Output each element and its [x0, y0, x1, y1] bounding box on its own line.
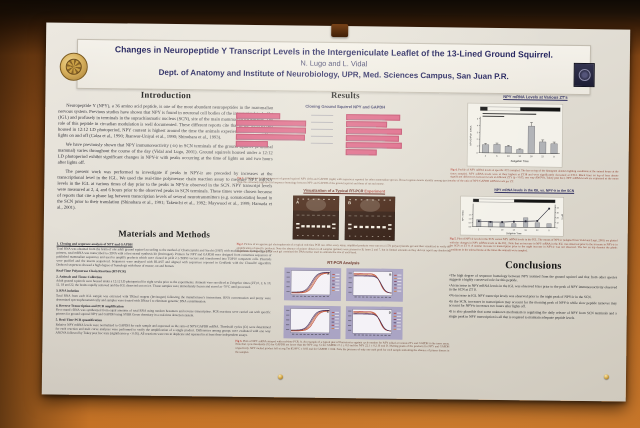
- institute-seal-icon: [573, 62, 595, 88]
- svg-text:10: 10: [556, 223, 558, 225]
- svg-text:3: 3: [477, 132, 479, 134]
- gel-panel-B: B: [344, 196, 396, 241]
- svg-text:1.5: 1.5: [469, 215, 472, 217]
- svg-text:0: 0: [556, 228, 557, 230]
- rtpcr-subheading: RT-PCR Analysis: [327, 259, 360, 266]
- svg-text:12: 12: [518, 155, 521, 158]
- rtpcr-analysis-figure: A B C D: [231, 267, 454, 341]
- alignment-annotation: [310, 142, 333, 145]
- svg-text:22: 22: [536, 230, 539, 232]
- svg-text:A: A: [327, 272, 330, 276]
- svg-text:18: 18: [524, 230, 527, 232]
- fig5-caption-text: Plot of NPY-ir levels in the SCN versus …: [449, 237, 618, 253]
- svg-text:2: 2: [485, 155, 487, 158]
- rtpcr-panel-C: C: [282, 305, 341, 339]
- alignment-row: [235, 140, 336, 148]
- svg-text:0: 0: [476, 153, 478, 155]
- fig5-chart-wrap: 2 6 10 12 18 22 0 0.0 0.5 1.0 1.5 0 10 20 30 40 Zeitgebe…: [459, 196, 618, 238]
- svg-text:5: 5: [477, 119, 479, 121]
- viz-heading-main: Visualization of a Typical RT-PCR: [303, 188, 365, 194]
- scientific-poster: Changes in Neuropeptide Y Transcript Lev…: [41, 22, 631, 402]
- conclusions-heading: Conclusions: [505, 259, 562, 272]
- fig1-caption: Fig 1. Aligned nucleotide sequences of g…: [237, 177, 451, 187]
- push-pin-icon: [277, 374, 284, 380]
- rtpcr-panel-B: B: [345, 268, 403, 302]
- svg-text:B: B: [389, 272, 392, 276]
- svg-text:NPY mRNA: NPY mRNA: [461, 210, 464, 221]
- cloning-subheading: Cloning Ground Squirrel NPY and GAPDH: [305, 103, 386, 110]
- svg-text:10: 10: [507, 155, 510, 158]
- svg-text:6: 6: [496, 155, 498, 158]
- conclusion-bullet: •The high degree of sequence homology be…: [449, 273, 618, 283]
- svg-text:0.5: 0.5: [469, 223, 472, 225]
- svg-text:22: 22: [541, 155, 544, 158]
- fig4-caption-text: Profile of NPY mRNA levels at specific Z…: [450, 168, 619, 183]
- mounting-clip: [331, 23, 349, 38]
- fig3-caption: Fig 3. Plots of NPY mRNA assayed with re…: [235, 340, 449, 357]
- alignment-annotation: [311, 128, 334, 131]
- svg-text:NPY-ir: NPY-ir: [560, 214, 562, 220]
- svg-text:2: 2: [478, 230, 480, 232]
- fig4-caption: Fig 4. Profile of NPY mRNA levels at spe…: [450, 168, 618, 184]
- conclusions-list: •The high degree of sequence homology be…: [449, 273, 618, 321]
- alignment-row: [345, 148, 404, 156]
- alignment-annotation: [311, 121, 334, 124]
- svg-text:2: 2: [477, 139, 479, 141]
- alignment-annotation: [310, 135, 333, 138]
- svg-text:4: 4: [477, 125, 479, 127]
- svg-text:1.0: 1.0: [469, 219, 472, 221]
- conclusion-bullet: •It is also plausible that some unknown …: [448, 309, 617, 320]
- fig4-chart-wrap: 2 6 10 12 18 22 0 0 1 2 3 4 5 Zeitgeber Time NPY/GAPDH…: [466, 102, 620, 169]
- alignment-right-group: [345, 113, 405, 156]
- svg-text:1: 1: [477, 146, 479, 148]
- svg-text:18: 18: [530, 155, 533, 158]
- svg-text:6: 6: [490, 230, 492, 232]
- svg-text:0.0: 0.0: [469, 227, 472, 229]
- svg-text:NPY/GAPDH mRNA: NPY/GAPDH mRNA: [469, 125, 472, 146]
- sequence-alignment-figure: [233, 112, 456, 177]
- fig2-caption-text: Picture of an agarose gel electrophoresi…: [236, 243, 451, 255]
- svg-text:20: 20: [557, 218, 559, 220]
- right-column: NPY mRNA Levels at Various ZT's 2 6 10 12 18…: [448, 93, 620, 397]
- gel-panel-A: A: [292, 195, 340, 241]
- igl-vs-scn-chart: 2 6 10 12 18 22 0 0.0 0.5 1.0 1.5 0 10 20 30 40 Zeitgebe…: [459, 196, 564, 237]
- fig5-caption: Fig 5. Plot of NPY-ir levels in the SCN …: [450, 238, 618, 254]
- poster-title-box: Changes in Neuropeptide Y Transcript Lev…: [76, 38, 592, 96]
- rtpcr-panel-D: D: [344, 306, 403, 340]
- svg-text:D: D: [388, 310, 391, 314]
- fig5-heading: NPY mRNA levels in the IGL vs. NPY-ir in…: [494, 188, 575, 194]
- svg-text:30: 30: [557, 213, 559, 215]
- svg-text:12: 12: [513, 230, 516, 232]
- results-heading: Results: [330, 89, 360, 101]
- svg-text:10: 10: [501, 230, 504, 232]
- rtpcr-panel-A: A: [283, 267, 341, 301]
- fig2-caption: Fig 2. Picture of an agarose gel electro…: [236, 243, 450, 256]
- fig1-caption-text: Aligned nucleotide sequences of ground s…: [237, 176, 452, 186]
- conclusion-bullet: •In the SCN, increases in transcription …: [448, 299, 617, 309]
- push-pin-icon: [603, 374, 610, 380]
- svg-text:0: 0: [548, 230, 550, 232]
- fig4-heading: NPY mRNA Levels at Various ZT's: [503, 94, 568, 100]
- svg-text:40: 40: [557, 208, 559, 210]
- middle-column: Results Cloning Ground Squirrel NPY and …: [231, 89, 457, 398]
- alignment-left-group: [235, 112, 336, 148]
- svg-text:Zeitgeber Time: Zeitgeber Time: [506, 232, 522, 235]
- svg-text:A: A: [296, 200, 299, 205]
- conclusion-bullet: •An increase in NPY mRNA levels in the I…: [449, 283, 618, 293]
- svg-text:Zeitgeber Time: Zeitgeber Time: [511, 159, 529, 163]
- alignment-annotation: [311, 114, 334, 117]
- viz-heading-accent: Experiment: [364, 189, 386, 194]
- fig3-caption-text: Plots of NPY mRNA assayed with real-time…: [235, 339, 450, 354]
- svg-text:0: 0: [553, 155, 555, 158]
- visualization-subheading: Visualization of a Typical RT-PCR Experi…: [233, 188, 455, 195]
- svg-text:C: C: [326, 310, 329, 314]
- svg-text:B: B: [348, 200, 351, 205]
